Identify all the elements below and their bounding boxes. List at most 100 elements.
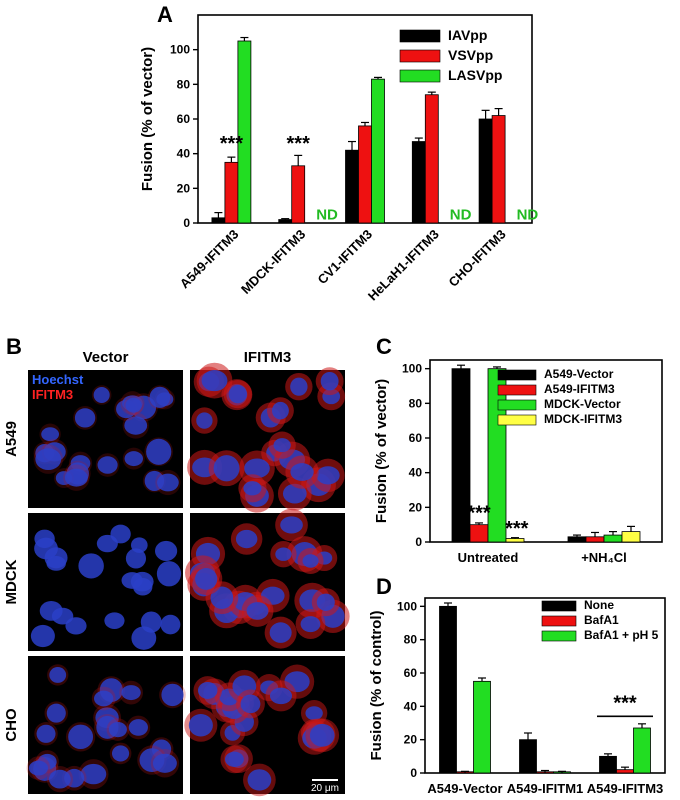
- bar-iavpp: [411, 141, 426, 224]
- nucleus: [30, 624, 55, 648]
- nucleus: [104, 612, 125, 629]
- nucleus: [130, 537, 148, 553]
- nucleus: [130, 571, 154, 592]
- legend-label: VSVpp: [448, 47, 493, 63]
- nucleus: [244, 458, 270, 479]
- bar-a549-vector: [567, 536, 587, 543]
- bar-vsvpp: [424, 94, 439, 224]
- legend-label: MDCK-IFITM3: [544, 412, 622, 426]
- panel-a-bar-chart: A 0 20 40 60 80 100 Fusion (% of vector) A549-IF…: [139, 2, 538, 304]
- legend-swatch: [497, 399, 537, 411]
- nucleus: [290, 377, 308, 396]
- y-tick-label: 20: [177, 181, 191, 195]
- y-tick-label: 60: [177, 112, 191, 126]
- stain-label-hoechst: Hoechst: [32, 372, 84, 387]
- legend-label: None: [584, 598, 614, 612]
- nucleus: [156, 561, 182, 587]
- category-label: A549-IFITM3: [177, 227, 242, 292]
- nucleus: [240, 694, 261, 714]
- nucleus: [269, 687, 293, 705]
- nucleus: [210, 586, 234, 610]
- bar-none: [599, 755, 617, 774]
- panel-letter: D: [376, 574, 392, 599]
- nucleus: [146, 438, 172, 465]
- nucleus: [121, 685, 141, 701]
- nucleus: [36, 724, 56, 743]
- not-determined-label: ND: [316, 207, 338, 224]
- legend-label: LASVpp: [448, 67, 502, 83]
- nucleus: [108, 721, 127, 738]
- nucleus: [160, 614, 181, 635]
- bar-none: [439, 605, 457, 774]
- row-label: CHO: [3, 708, 20, 742]
- nucleus: [224, 725, 241, 741]
- panel-c-bar-chart: C 0 20 40 60 80 100 Fusion (% of vector) Untreat…: [373, 334, 663, 565]
- nucleus: [235, 529, 258, 549]
- legend-swatch: [497, 414, 537, 426]
- category-label: HeLaH1-IFITM3: [365, 227, 442, 304]
- panel-b-micrographs: B Vector IFITM3A549MDCKCHOHoechstIFITM320 …: [3, 334, 350, 797]
- panel-d-bar-chart: D 0 20 40 60 80 100 Fusion (% of control) A549-V…: [368, 574, 666, 796]
- nucleus: [124, 416, 148, 435]
- category-label: +NH₄Cl: [581, 550, 627, 565]
- legend-label: IAVpp: [448, 27, 487, 43]
- nucleus: [97, 456, 118, 474]
- y-tick-label: 40: [177, 147, 191, 161]
- nucleus: [161, 683, 184, 707]
- category-label: Untreated: [458, 550, 519, 565]
- y-tick-label: 60: [409, 431, 423, 445]
- category-label: MDCK-IFITM3: [238, 227, 308, 297]
- nucleus: [80, 763, 107, 785]
- nucleus: [64, 468, 88, 487]
- nucleus: [219, 688, 240, 706]
- panel-letter: B: [6, 334, 22, 359]
- legend-swatch: [497, 369, 537, 381]
- not-determined-label: ND: [517, 207, 539, 224]
- nucleus: [93, 387, 110, 403]
- y-tick-label: 80: [177, 77, 191, 91]
- stain-label-ifitm3: IFITM3: [32, 387, 73, 402]
- bar-vsvpp: [224, 161, 239, 224]
- y-tick-label: 80: [409, 396, 423, 410]
- nucleus: [316, 466, 340, 485]
- nucleus: [46, 556, 66, 571]
- nucleus: [111, 745, 130, 762]
- y-tick-label: 20: [409, 500, 423, 514]
- significance-stars: ***: [287, 133, 311, 155]
- nucleus: [74, 408, 96, 428]
- bar-none: [519, 739, 537, 774]
- row-label: MDCK: [3, 559, 20, 604]
- not-determined-label: ND: [450, 207, 472, 224]
- nucleus: [196, 412, 213, 429]
- bar-vsvpp: [358, 125, 372, 224]
- panel-letter: A: [157, 2, 173, 27]
- legend-swatch: [399, 29, 441, 43]
- bar-iavpp: [345, 149, 359, 224]
- nucleus: [243, 481, 262, 496]
- row-label: A549: [3, 421, 20, 457]
- nucleus: [49, 769, 71, 789]
- bar-bafa1-ph-5: [633, 727, 651, 774]
- significance-stars: ***: [613, 693, 637, 715]
- nucleus: [39, 601, 63, 621]
- nucleus: [300, 616, 321, 633]
- category-label: CV1-IFITM3: [314, 227, 375, 288]
- nucleus: [34, 529, 55, 549]
- legend-swatch: [541, 615, 577, 627]
- nucleus: [68, 724, 94, 750]
- column-header: Vector: [83, 349, 129, 366]
- significance-stars: ***: [467, 502, 491, 524]
- nucleus: [78, 553, 104, 579]
- legend-swatch: [541, 600, 577, 612]
- bar-bafa1-ph-5: [473, 680, 491, 774]
- bar-lasvpp: [237, 40, 252, 224]
- nucleus: [273, 438, 291, 453]
- nucleus: [290, 463, 314, 481]
- legend-swatch: [541, 630, 577, 642]
- nucleus: [157, 473, 179, 492]
- nucleus: [152, 753, 177, 773]
- y-tick-label: 100: [170, 43, 190, 57]
- legend-label: BafA1 + pH 5: [584, 628, 659, 642]
- nucleus: [195, 567, 218, 590]
- nucleus: [246, 602, 269, 620]
